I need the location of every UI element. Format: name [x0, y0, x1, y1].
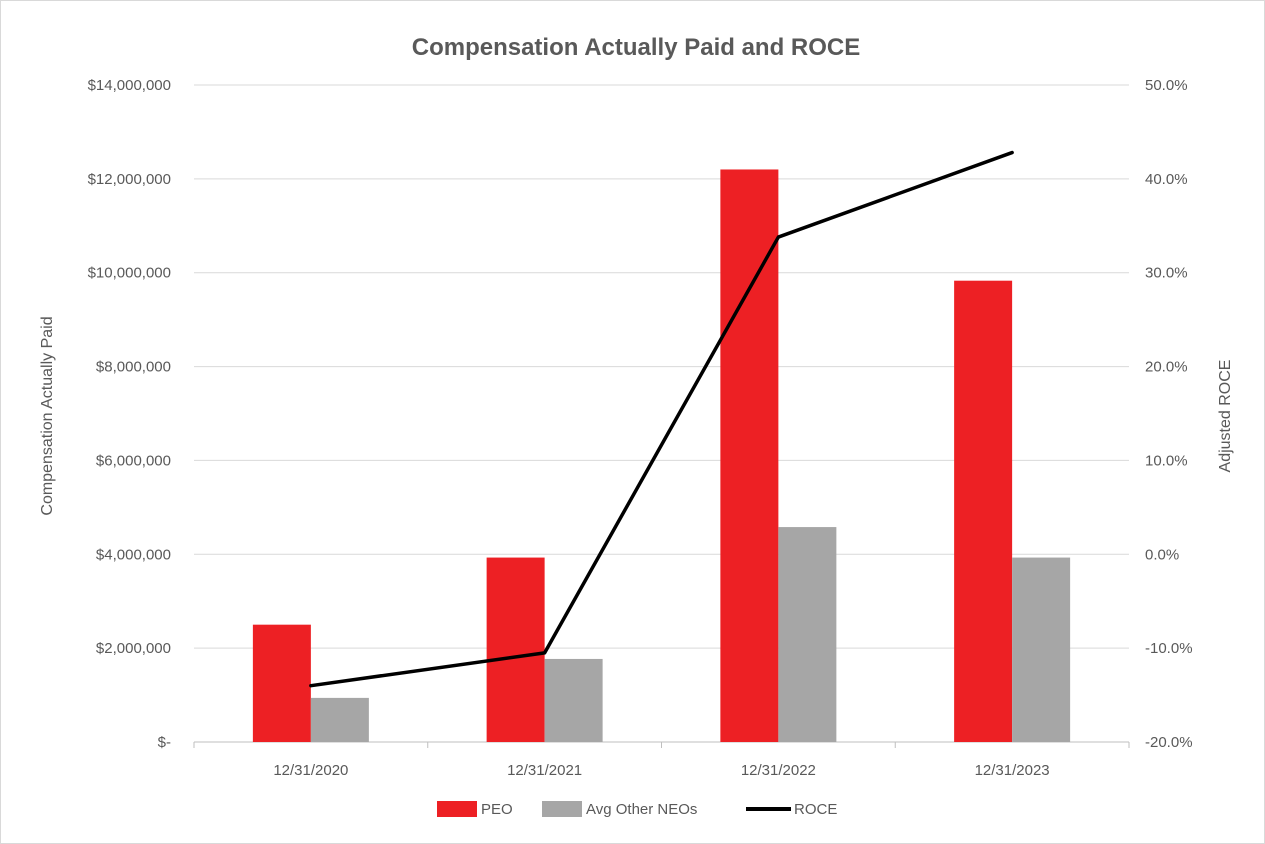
bar-peo — [954, 280, 1013, 742]
bar-peo — [720, 169, 779, 742]
legend-swatch-avg-other-neos — [542, 801, 582, 817]
legend-label-peo: PEO — [481, 801, 513, 818]
left-axis-tick-label: $6,000,000 — [96, 452, 171, 469]
bar-avg-other-neos — [1012, 557, 1071, 742]
right-axis-title: Adjusted ROCE — [1217, 360, 1234, 473]
x-axis-ticks: 12/31/2020 12/31/2021 12/31/2022 12/31/2023 — [193, 742, 1130, 779]
chart-title: Compensation Actually Paid and ROCE — [412, 34, 861, 61]
left-axis-tick-label: $14,000,000 — [88, 77, 171, 94]
x-axis-tick-label: 12/31/2020 — [273, 762, 348, 779]
right-axis-tick-label: 0.0% — [1145, 546, 1179, 563]
left-axis-tick-label: $12,000,000 — [88, 171, 171, 188]
x-axis-tick-label: 12/31/2021 — [507, 762, 582, 779]
legend-label-roce: ROCE — [794, 801, 837, 818]
roce-line — [309, 150, 1014, 688]
bar-avg-other-neos — [310, 697, 369, 742]
right-axis-tick-label: 20.0% — [1145, 359, 1188, 376]
gridlines — [194, 84, 1129, 743]
bars — [252, 169, 1071, 742]
right-axis-tick-label: -20.0% — [1145, 734, 1193, 751]
right-axis-tick-label: 50.0% — [1145, 77, 1188, 94]
right-axis-tick-label: 40.0% — [1145, 171, 1188, 188]
left-axis-tick-label: $- — [158, 734, 171, 751]
bar-avg-other-neos — [778, 527, 837, 742]
legend-swatch-peo — [437, 801, 477, 817]
left-axis-ticks: $- $2,000,000 $4,000,000 $6,000,000 $8,000,0… — [88, 77, 171, 751]
bar-peo — [486, 557, 545, 742]
right-axis-tick-label: 10.0% — [1145, 452, 1188, 469]
x-axis-tick-label: 12/31/2023 — [975, 762, 1050, 779]
right-axis-tick-label: -10.0% — [1145, 640, 1193, 657]
left-axis-tick-label: $8,000,000 — [96, 359, 171, 376]
right-axis-ticks: -20.0% -10.0% 0.0% 10.0% 20.0% 30.0% 40.0% 50.0… — [1145, 77, 1193, 751]
left-axis-tick-label: $2,000,000 — [96, 640, 171, 657]
right-axis-tick-label: 30.0% — [1145, 265, 1188, 282]
x-axis-tick-label: 12/31/2022 — [741, 762, 816, 779]
bar-avg-other-neos — [544, 658, 603, 742]
legend: PEO Avg Other NEOs ROCE — [437, 801, 837, 818]
left-axis-title: Compensation Actually Paid — [39, 316, 56, 515]
roce-line-group — [309, 150, 1014, 688]
bar-peo — [252, 624, 311, 742]
legend-label-avg-other-neos: Avg Other NEOs — [586, 801, 697, 818]
left-axis-tick-label: $10,000,000 — [88, 265, 171, 282]
left-axis-tick-label: $4,000,000 — [96, 546, 171, 563]
